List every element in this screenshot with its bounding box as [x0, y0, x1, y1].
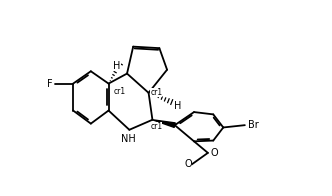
Text: F: F — [47, 79, 53, 89]
Text: H: H — [174, 101, 181, 111]
Text: Br: Br — [248, 120, 259, 130]
Text: O: O — [185, 159, 193, 169]
Text: H: H — [113, 61, 121, 71]
Text: O: O — [210, 148, 218, 158]
Text: cr1: cr1 — [150, 88, 162, 97]
Text: cr1: cr1 — [150, 122, 162, 131]
Text: NH: NH — [121, 134, 136, 144]
Polygon shape — [152, 120, 175, 127]
Text: cr1: cr1 — [113, 87, 125, 96]
